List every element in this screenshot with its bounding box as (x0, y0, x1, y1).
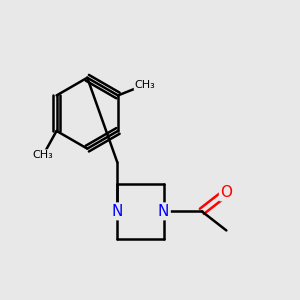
Text: O: O (220, 185, 232, 200)
Text: CH₃: CH₃ (135, 80, 156, 89)
Text: CH₃: CH₃ (33, 151, 53, 160)
Text: N: N (158, 204, 169, 219)
Text: N: N (112, 204, 123, 219)
